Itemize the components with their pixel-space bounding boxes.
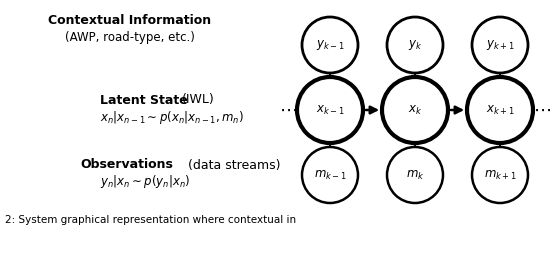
Text: $y_{k-1}$: $y_{k-1}$ (316, 38, 344, 52)
Text: Contextual Information: Contextual Information (49, 13, 211, 26)
Circle shape (382, 77, 448, 143)
Circle shape (387, 17, 443, 73)
Text: $m_{k}$: $m_{k}$ (406, 168, 424, 182)
Text: $\cdots$: $\cdots$ (533, 101, 551, 119)
Circle shape (387, 147, 443, 203)
Text: Latent State: Latent State (100, 93, 187, 106)
Text: 2: System graphical representation where contextual in: 2: System graphical representation where… (5, 215, 296, 225)
Text: (IWL): (IWL) (182, 93, 215, 106)
Text: $y_{k+1}$: $y_{k+1}$ (485, 38, 514, 52)
Circle shape (472, 147, 528, 203)
Circle shape (472, 17, 528, 73)
Text: $x_{k-1}$: $x_{k-1}$ (316, 103, 344, 117)
Text: $m_{k-1}$: $m_{k-1}$ (314, 168, 347, 182)
Text: (AWP, road-type, etc.): (AWP, road-type, etc.) (65, 31, 195, 44)
Text: $y_{k}$: $y_{k}$ (408, 38, 422, 52)
Text: (data streams): (data streams) (188, 158, 281, 171)
Text: $\cdots$: $\cdots$ (279, 101, 297, 119)
Circle shape (467, 77, 533, 143)
Text: $x_n|x_{n-1} \sim p(x_n|x_{n-1}, m_n)$: $x_n|x_{n-1} \sim p(x_n|x_{n-1}, m_n)$ (100, 109, 244, 126)
Text: Observations: Observations (80, 158, 173, 171)
Text: $m_{k+1}$: $m_{k+1}$ (484, 168, 516, 182)
Circle shape (302, 147, 358, 203)
Circle shape (302, 17, 358, 73)
Text: $x_{k+1}$: $x_{k+1}$ (485, 103, 514, 117)
Text: $x_{k}$: $x_{k}$ (408, 103, 422, 117)
Text: $y_n|x_n \sim p(y_n|x_n)$: $y_n|x_n \sim p(y_n|x_n)$ (100, 173, 190, 190)
Circle shape (297, 77, 363, 143)
